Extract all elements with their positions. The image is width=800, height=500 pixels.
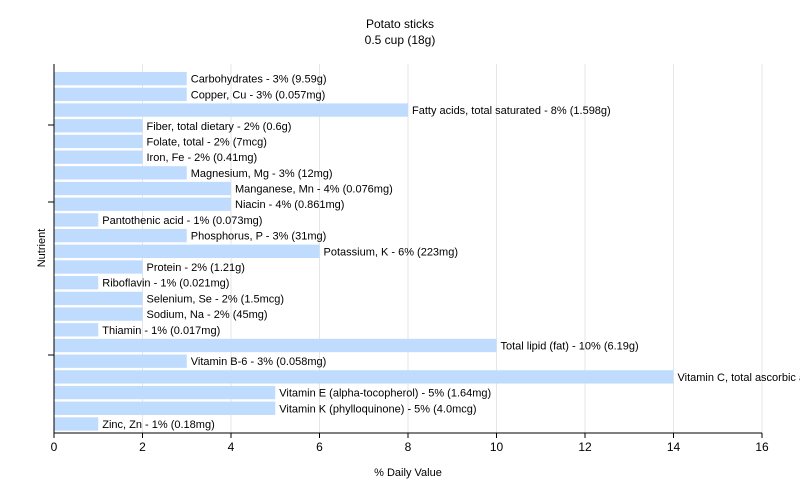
bar-label: Iron, Fe - 2% (0.41mg) bbox=[147, 152, 258, 164]
bar-label: Magnesium, Mg - 3% (12mg) bbox=[191, 168, 333, 180]
bar-label: Fatty acids, total saturated - 8% (1.598… bbox=[412, 105, 611, 117]
bar-label: Vitamin B-6 - 3% (0.058mg) bbox=[191, 356, 327, 368]
bar bbox=[54, 213, 99, 227]
bar bbox=[54, 323, 99, 337]
bar bbox=[54, 134, 143, 149]
chart-title-block: Potato sticks 0.5 cup (18g) bbox=[0, 16, 800, 48]
bar-label: Vitamin C, total ascorbic acid - 14% (8.… bbox=[678, 372, 800, 384]
bar bbox=[54, 150, 143, 164]
x-tick-label: 12 bbox=[578, 440, 592, 454]
bar-label: Thiamin - 1% (0.017mg) bbox=[102, 325, 220, 337]
chart-subtitle: 0.5 cup (18g) bbox=[364, 33, 436, 47]
bar-label: Potassium, K - 6% (223mg) bbox=[324, 246, 459, 258]
bar bbox=[54, 276, 99, 290]
bar bbox=[54, 385, 276, 400]
bar bbox=[54, 181, 231, 196]
x-tick-label: 16 bbox=[755, 440, 769, 454]
x-tick-label: 10 bbox=[490, 440, 504, 454]
bar bbox=[54, 72, 187, 86]
bar-label: Protein - 2% (1.21g) bbox=[147, 262, 245, 274]
axes: 0 2 4 6 8 10 12 14 16 bbox=[48, 64, 769, 454]
bar-label: Fiber, total dietary - 2% (0.6g) bbox=[147, 121, 292, 133]
bar-label: Folate, total - 2% (7mcg) bbox=[147, 136, 267, 148]
bar bbox=[54, 87, 187, 102]
x-tick-label: 2 bbox=[139, 440, 146, 454]
bar-label: Selenium, Se - 2% (1.5mcg) bbox=[147, 293, 285, 305]
bar bbox=[54, 338, 497, 353]
bar-label: Niacin - 4% (0.861mg) bbox=[235, 199, 344, 211]
x-tick-label: 4 bbox=[228, 440, 235, 454]
bar-label: Copper, Cu - 3% (0.057mg) bbox=[191, 89, 326, 101]
bar bbox=[54, 103, 408, 117]
bar bbox=[54, 260, 143, 274]
bar-label: Zinc, Zn - 1% (0.18mg) bbox=[102, 419, 214, 431]
bars bbox=[54, 72, 674, 431]
bar-label: Total lipid (fat) - 10% (6.19g) bbox=[501, 340, 639, 352]
bar-labels: Carbohydrates - 3% (9.59g) Copper, Cu - 3… bbox=[102, 74, 800, 431]
x-tick-label: 0 bbox=[51, 440, 58, 454]
bar bbox=[54, 417, 99, 431]
bar bbox=[54, 401, 276, 415]
bar bbox=[54, 244, 320, 258]
bar-label: Riboflavin - 1% (0.021mg) bbox=[102, 278, 229, 290]
x-tick-label: 6 bbox=[316, 440, 323, 454]
bar bbox=[54, 228, 187, 243]
bar bbox=[54, 166, 187, 180]
bar bbox=[54, 307, 143, 321]
bar-label: Phosphorus, P - 3% (31mg) bbox=[191, 231, 327, 243]
bar-label: Sodium, Na - 2% (45mg) bbox=[147, 309, 268, 321]
bar-label: Pantothenic acid - 1% (0.073mg) bbox=[102, 215, 262, 227]
chart-title: Potato sticks bbox=[365, 17, 435, 31]
bar bbox=[54, 197, 231, 211]
bar-label: Vitamin K (phylloquinone) - 5% (4.0mcg) bbox=[279, 403, 476, 415]
bar bbox=[54, 291, 143, 306]
bar-label: Carbohydrates - 3% (9.59g) bbox=[191, 74, 327, 86]
x-tick-label: 8 bbox=[405, 440, 412, 454]
bar bbox=[54, 119, 143, 133]
bar-label: Vitamin E (alpha-tocopherol) - 5% (1.64m… bbox=[279, 388, 491, 400]
x-axis-label: % Daily Value bbox=[374, 467, 442, 479]
bar-label: Manganese, Mn - 4% (0.076mg) bbox=[235, 184, 393, 196]
x-tick-label: 14 bbox=[667, 440, 681, 454]
bar bbox=[54, 370, 674, 384]
bar bbox=[54, 354, 187, 368]
y-axis-label: Nutrient bbox=[36, 229, 48, 268]
